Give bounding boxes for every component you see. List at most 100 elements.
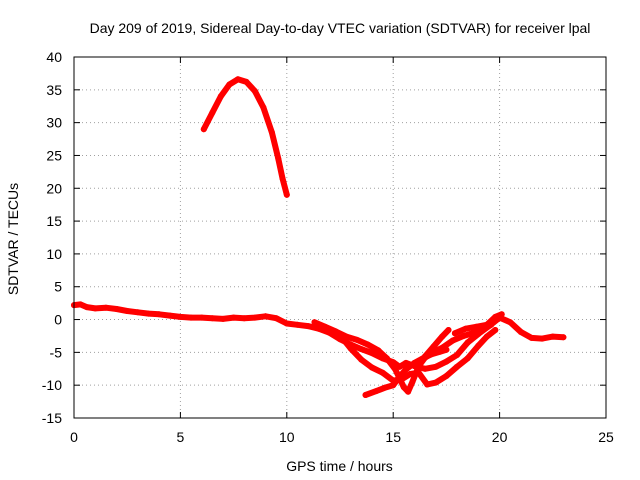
data-point	[209, 315, 216, 322]
data-point	[483, 321, 490, 328]
data-point	[373, 388, 380, 395]
data-point	[322, 323, 329, 330]
data-point	[251, 314, 258, 321]
data-point	[188, 314, 194, 321]
data-point	[517, 329, 524, 335]
data-point	[283, 320, 290, 327]
x-tick-label: 0	[70, 429, 78, 445]
grid-lines	[74, 57, 606, 418]
x-tick-label: 20	[492, 429, 508, 445]
data-point	[400, 384, 407, 391]
data-point	[243, 78, 250, 85]
data-point	[273, 315, 280, 322]
data-point	[403, 366, 409, 373]
data-point	[362, 392, 369, 398]
data-point	[379, 369, 386, 376]
data-point	[451, 330, 458, 337]
data-point	[283, 191, 290, 198]
data-point	[368, 364, 375, 371]
data-point	[177, 313, 184, 320]
data-point	[166, 312, 173, 319]
data-point	[375, 347, 382, 354]
data-point	[483, 333, 490, 340]
data-point	[368, 350, 375, 356]
y-tick-label: -5	[50, 344, 63, 360]
data-point	[364, 341, 371, 348]
data-point	[424, 381, 431, 388]
series-line-6	[422, 327, 452, 360]
x-tick-label: 10	[279, 429, 295, 445]
data-point	[124, 308, 131, 314]
data-point	[305, 323, 312, 330]
data-point	[415, 369, 422, 376]
y-tick-label: 0	[54, 312, 62, 328]
data-point	[422, 353, 429, 360]
data-point	[432, 363, 439, 370]
data-point	[422, 365, 429, 372]
data-point	[217, 93, 224, 100]
data-point	[145, 310, 152, 317]
y-tick-label: -10	[42, 377, 62, 393]
y-tick-label: 40	[46, 49, 62, 65]
data-point	[260, 104, 267, 111]
x-tick-label: 25	[598, 429, 614, 445]
data-point	[383, 355, 390, 362]
data-point	[396, 373, 403, 380]
data-point	[443, 373, 450, 379]
data-point	[437, 348, 443, 355]
data-point	[358, 346, 365, 353]
data-point	[268, 129, 275, 136]
data-point	[113, 306, 120, 312]
axis-ticks	[73, 56, 607, 419]
data-point	[220, 315, 226, 322]
data-point	[241, 315, 248, 322]
data-point	[454, 352, 460, 358]
data-point	[445, 327, 452, 333]
data-point	[200, 126, 207, 133]
data-point	[134, 309, 141, 316]
y-axis-label: SDTVAR / TECUs	[5, 183, 21, 295]
data-point	[411, 359, 418, 366]
data-point	[392, 366, 399, 373]
data-point	[251, 88, 258, 95]
data-point	[234, 76, 241, 83]
data-point	[539, 335, 546, 342]
data-point	[83, 304, 90, 311]
data-point	[311, 319, 318, 326]
data-point	[475, 342, 482, 349]
x-axis-label: GPS time / hours	[286, 458, 393, 474]
plot-frame	[73, 56, 607, 419]
data-point	[396, 363, 403, 370]
data-point	[77, 301, 84, 308]
data-point	[460, 333, 467, 339]
data-point	[464, 339, 471, 346]
data-point	[381, 384, 388, 391]
y-tick-label: 20	[46, 180, 62, 196]
data-point	[492, 327, 499, 333]
data-point	[403, 359, 409, 366]
data-point	[549, 333, 556, 340]
data-point	[528, 334, 535, 341]
data-point	[507, 319, 514, 326]
data-point	[279, 175, 286, 182]
data-point	[405, 388, 412, 395]
data-point	[462, 325, 469, 332]
data-series	[71, 76, 567, 398]
series-line-1	[200, 76, 290, 198]
data-point	[407, 371, 414, 377]
y-tick-label: 10	[46, 246, 62, 262]
data-point	[337, 332, 343, 339]
data-point	[354, 336, 360, 343]
chart-title: Day 209 of 2019, Sidereal Day-to-day VTE…	[90, 20, 591, 36]
data-point	[347, 345, 354, 352]
data-point	[226, 81, 233, 88]
data-point	[473, 323, 480, 330]
y-tick-label: 15	[46, 213, 62, 229]
data-point	[294, 321, 301, 328]
data-point	[92, 305, 99, 312]
data-point	[439, 333, 446, 340]
data-point	[390, 382, 397, 389]
y-tick-label: -15	[42, 410, 62, 426]
data-point	[358, 356, 365, 363]
